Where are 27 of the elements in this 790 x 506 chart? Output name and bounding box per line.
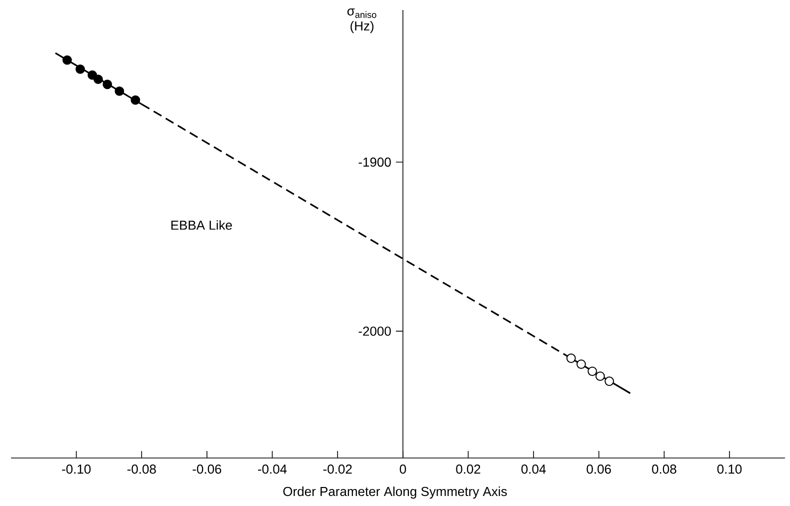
x-tick-label: 0.06 [586, 464, 611, 474]
point [595, 371, 605, 381]
point [588, 366, 598, 376]
x-tick-label: -0.10 [62, 464, 91, 474]
point [604, 376, 614, 386]
y-tick-label: -2000 [358, 326, 391, 336]
annotation: EBBA Like [171, 220, 232, 230]
x-tick-label: 0.04 [521, 464, 546, 474]
point [76, 64, 85, 74]
point [130, 95, 140, 105]
x-axis-title: Order Parameter Along Symmetry Axis [283, 486, 507, 499]
x-tick-label: -0.04 [258, 464, 287, 474]
y-tick-label: -1900 [358, 158, 391, 167]
x-tick-label: 0.08 [652, 464, 676, 474]
point [566, 354, 576, 363]
x-tick-label: -0.02 [323, 464, 352, 474]
point [94, 74, 103, 84]
x-tick-label: 0.10 [717, 464, 742, 474]
x-tick-label: 0 [400, 464, 406, 474]
y-axis-title: σ$_{aniso}$ (Hz) [347, 8, 376, 34]
point [576, 359, 586, 369]
x-tick-label: -0.06 [192, 464, 222, 474]
point [102, 80, 112, 90]
x-tick-label: -0.08 [127, 464, 156, 474]
x-tick-label: 0.02 [456, 464, 480, 474]
point [114, 86, 124, 96]
point [62, 55, 72, 65]
